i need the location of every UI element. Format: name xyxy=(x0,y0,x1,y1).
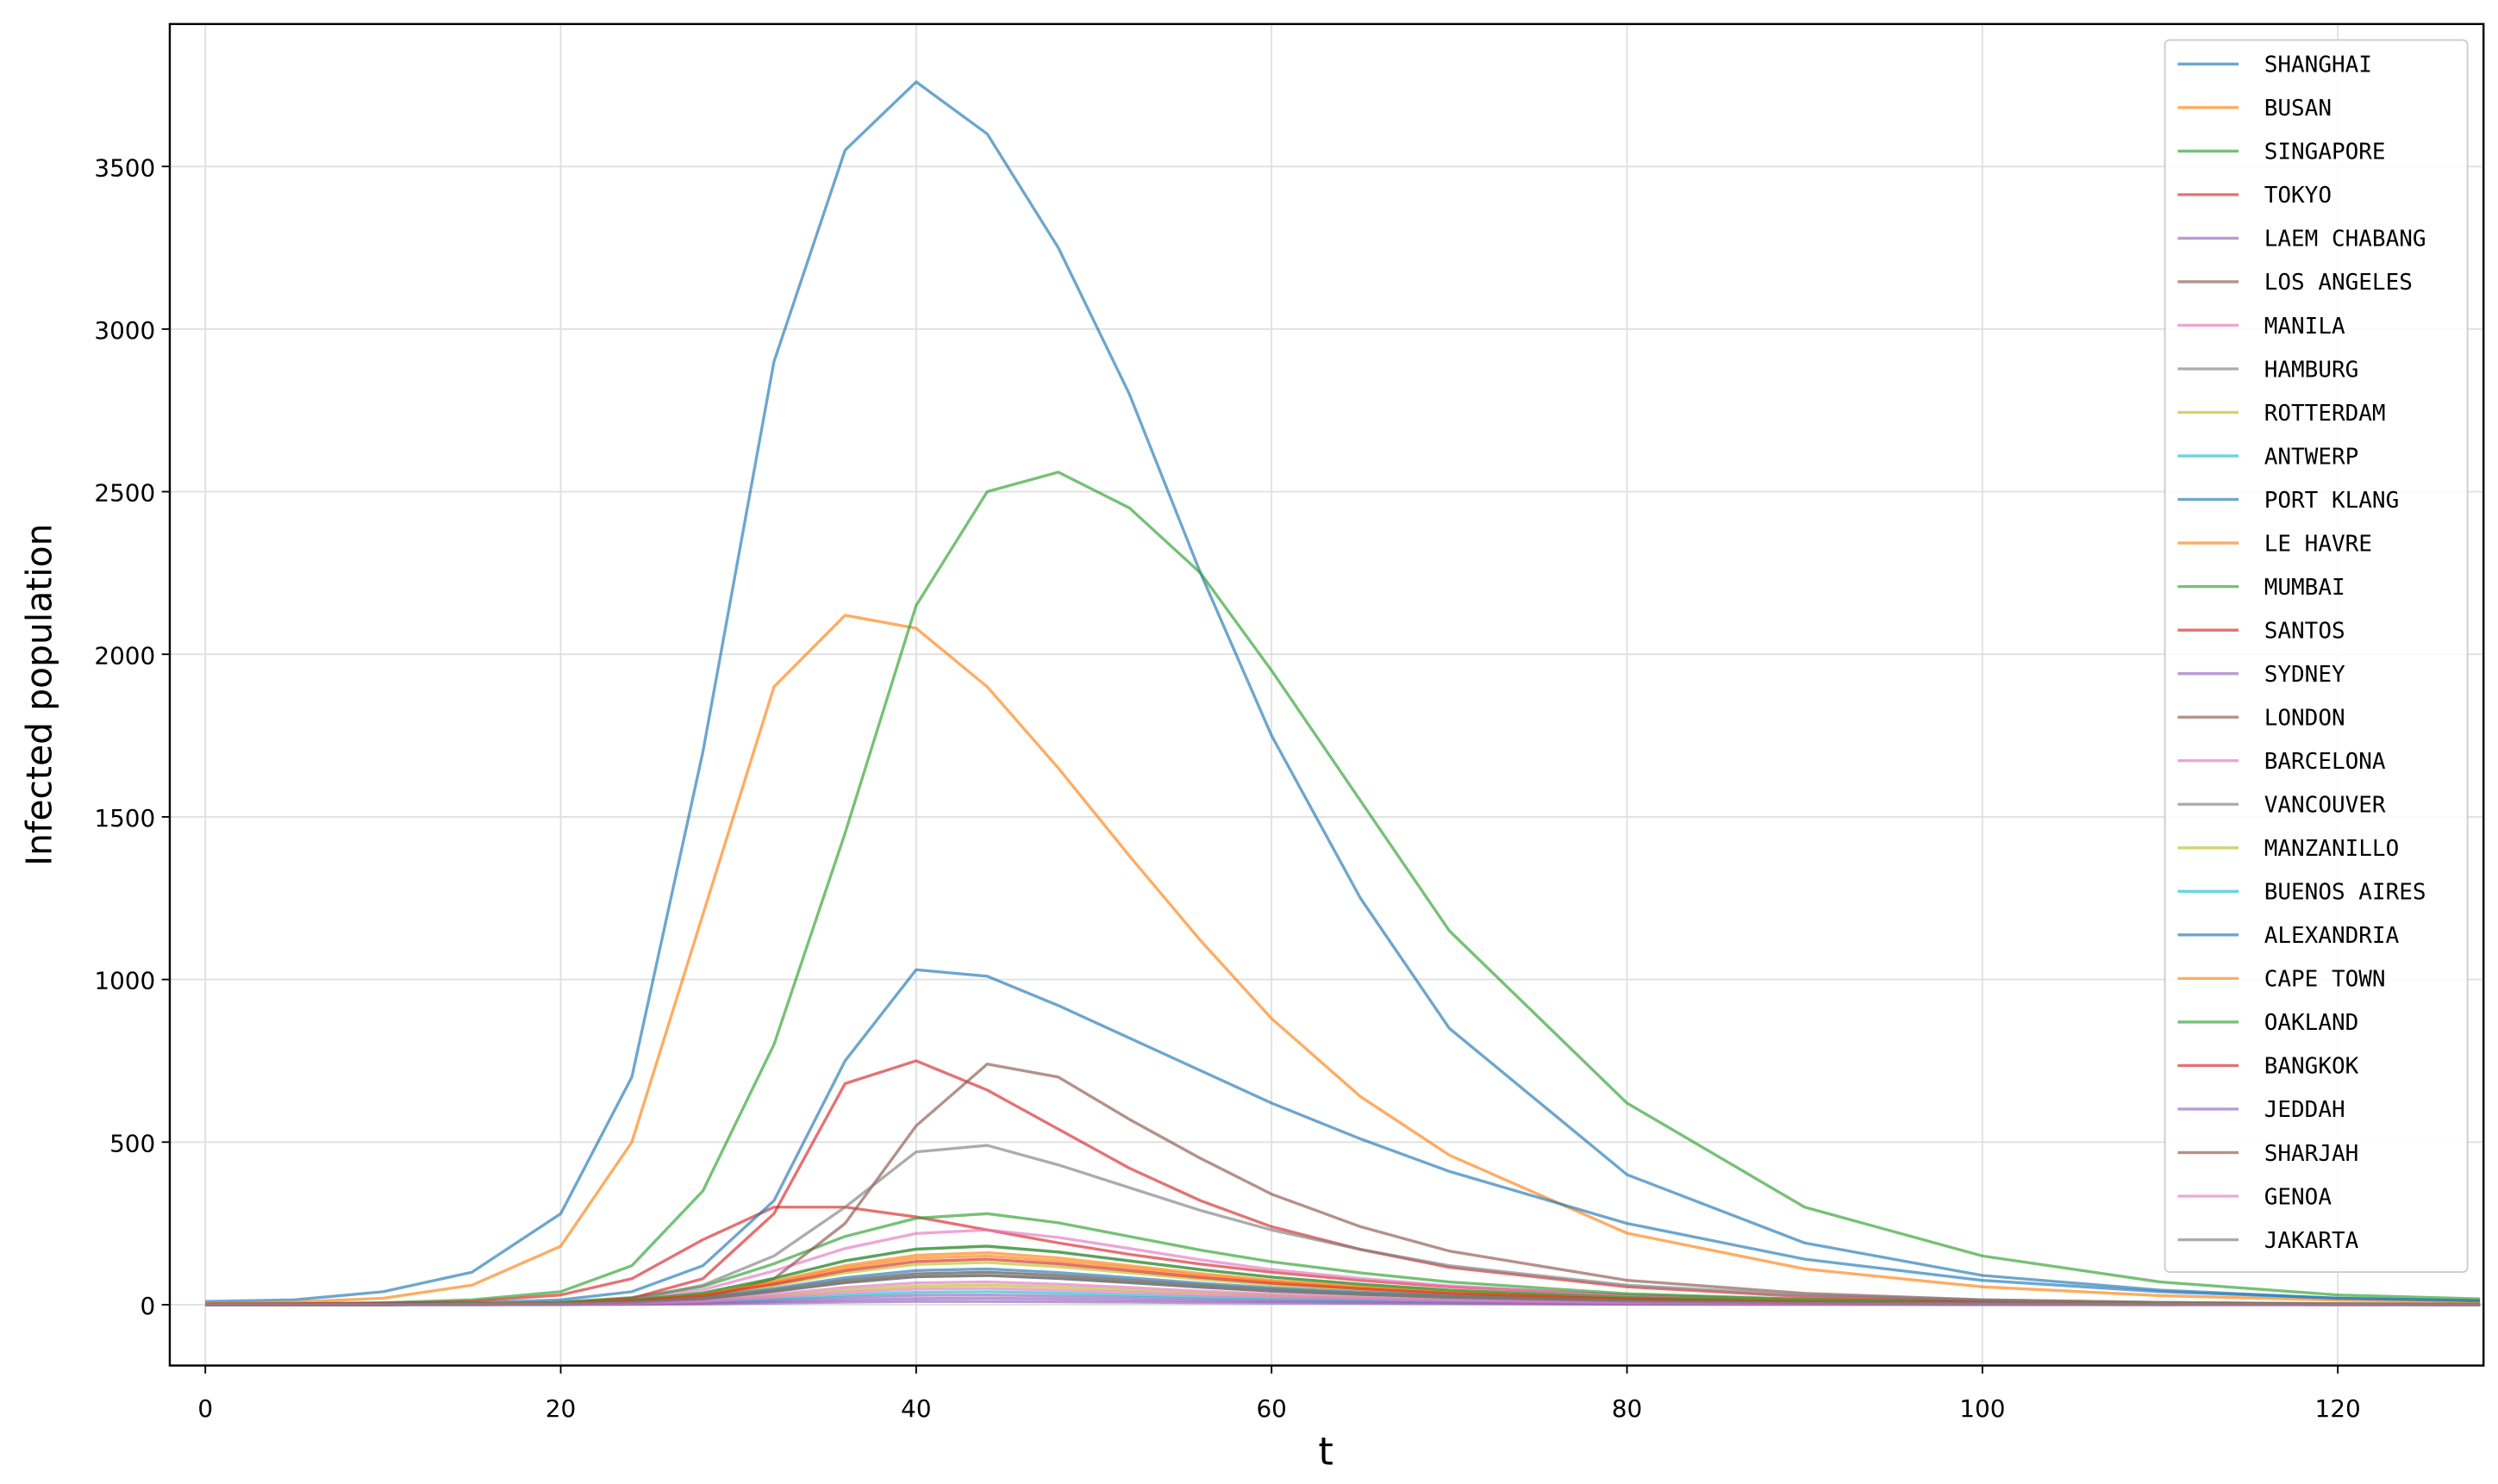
legend-label: LE HAVRE xyxy=(2264,531,2372,557)
legend-label: BUSAN xyxy=(2264,96,2332,122)
axes: 0 20 40 60 80 100 120 0 500 1000 1500 2000 2500 3000 3… xyxy=(94,153,2360,1423)
legend-label: BARCELONA xyxy=(2264,749,2386,775)
legend-label: LOS ANGELES xyxy=(2264,270,2413,296)
grid xyxy=(169,23,2484,1366)
legend-label: MUMBAI xyxy=(2264,575,2345,601)
legend-label: ANTWERP xyxy=(2264,444,2359,470)
plot-frame xyxy=(168,22,2485,1367)
y-tick-label: 3000 xyxy=(94,316,155,345)
legend-label: LAEM CHABANG xyxy=(2264,227,2426,253)
series-line xyxy=(205,1270,2481,1306)
series-line xyxy=(205,614,2481,1305)
legend-label: PORT KLANG xyxy=(2264,488,2400,514)
legend-label: VANCOUVER xyxy=(2264,793,2386,819)
x-tick-label: 120 xyxy=(2315,1394,2361,1423)
x-tick-label: 0 xyxy=(197,1394,213,1423)
y-tick-label: 0 xyxy=(141,1292,156,1320)
series-line xyxy=(205,1144,2481,1306)
legend: SHANGHAI BUSAN SINGAPORE TOKYO LAEM CHABANG L… xyxy=(2164,39,2469,1273)
legend-box xyxy=(2164,39,2469,1273)
legend-label: LONDON xyxy=(2264,705,2345,731)
y-tick-label: 2000 xyxy=(94,641,155,670)
legend-label: ROTTERDAM xyxy=(2264,401,2386,427)
x-tick-label: 40 xyxy=(901,1394,931,1423)
legend-label: MANZANILLO xyxy=(2264,836,2400,862)
series-line xyxy=(205,1063,2481,1306)
x-tick-label: 60 xyxy=(1256,1394,1286,1423)
legend-label: GENOA xyxy=(2264,1184,2333,1210)
series-line xyxy=(205,471,2481,1306)
y-tick-label: 500 xyxy=(109,1129,155,1157)
legend-label: SYDNEY xyxy=(2264,662,2345,688)
y-tick-label: 1000 xyxy=(94,967,155,995)
lines xyxy=(205,80,2481,1306)
legend-label: OAKLAND xyxy=(2264,1010,2359,1036)
legend-label: SHARJAH xyxy=(2264,1141,2359,1167)
legend-label: TOKYO xyxy=(2264,183,2332,209)
legend-label: ALEXANDRIA xyxy=(2264,923,2400,949)
y-axis-label: Infected population xyxy=(19,523,60,865)
x-tick-label: 20 xyxy=(546,1394,576,1423)
series-line xyxy=(205,80,2481,1303)
legend-label: HAMBURG xyxy=(2264,357,2359,383)
y-tick-label: 3500 xyxy=(94,153,155,182)
series-line xyxy=(205,968,2481,1306)
series-line xyxy=(205,1059,2481,1306)
legend-label: BANGKOK xyxy=(2264,1054,2359,1080)
legend-label: CAPE TOWN xyxy=(2264,967,2386,993)
y-tick-label: 1500 xyxy=(94,804,155,832)
y-tick-label: 2500 xyxy=(94,479,155,508)
legend-label: SANTOS xyxy=(2264,618,2345,644)
x-tick-label: 80 xyxy=(1612,1394,1642,1423)
x-axis-label: t xyxy=(1318,1430,1333,1475)
legend-label: JEDDAH xyxy=(2264,1097,2345,1123)
legend-label: BUENOS AIRES xyxy=(2264,880,2426,906)
x-tick-label: 100 xyxy=(1959,1394,2005,1423)
legend-label: MANILA xyxy=(2264,314,2345,340)
legend-label: SINGAPORE xyxy=(2264,140,2386,165)
legend-label: SHANGHAI xyxy=(2264,53,2372,78)
legend-label: JAKARTA xyxy=(2264,1228,2359,1254)
